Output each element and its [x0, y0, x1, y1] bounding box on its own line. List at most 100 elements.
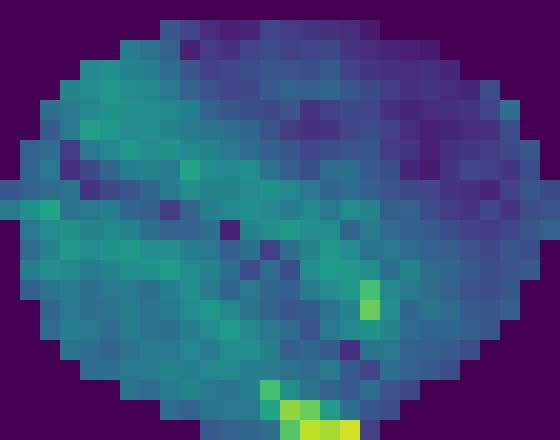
heatmap-cell-1-12: [240, 20, 261, 41]
heatmap-cell-1-25: [500, 20, 521, 41]
heatmap-cell-12-16: [320, 240, 341, 261]
heatmap-cell-14-25: [500, 280, 521, 301]
heatmap-cell-15-14: [280, 300, 301, 321]
heatmap-cell-11-2: [40, 220, 61, 241]
heatmap-cell-20-13: [260, 400, 281, 421]
heatmap-cell-14-5: [100, 280, 121, 301]
heatmap-cell-19-1: [20, 380, 41, 401]
heatmap-cell-10-27: [540, 200, 560, 221]
heatmap-cell-8-19: [380, 160, 401, 181]
heatmap-cell-15-22: [440, 300, 461, 321]
heatmap-cell-9-6: [120, 180, 141, 201]
heatmap-cell-1-22: [440, 20, 461, 41]
heatmap-cell-19-16: [320, 380, 341, 401]
heatmap-cell-12-2: [40, 240, 61, 261]
heatmap-cell-3-26: [520, 60, 541, 81]
heatmap-cell-6-7: [140, 120, 161, 141]
heatmap-cell-6-6: [120, 120, 141, 141]
heatmap-cell-1-9: [180, 20, 201, 41]
heatmap-cell-20-25: [500, 400, 521, 421]
heatmap-cell-3-21: [420, 60, 441, 81]
heatmap-cell-5-4: [80, 100, 101, 121]
heatmap-cell-7-11: [220, 140, 241, 161]
heatmap-cell-13-8: [160, 260, 181, 281]
heatmap-cell-17-19: [380, 340, 401, 361]
heatmap-cell-18-27: [540, 360, 560, 381]
heatmap-cell-16-12: [240, 320, 261, 341]
heatmap-cell-13-10: [200, 260, 221, 281]
heatmap-cell-15-16: [320, 300, 341, 321]
heatmap-cell-11-24: [480, 220, 501, 241]
heatmap-cell-5-23: [460, 100, 481, 121]
heatmap-cell-12-24: [480, 240, 501, 261]
heatmap-cell-13-11: [220, 260, 241, 281]
heatmap-cell-14-8: [160, 280, 181, 301]
heatmap-cell-16-6: [120, 320, 141, 341]
heatmap-cell-15-24: [480, 300, 501, 321]
heatmap-cell-3-11: [220, 60, 241, 81]
heatmap-cell-8-26: [520, 160, 541, 181]
heatmap-cell-6-15: [300, 120, 321, 141]
heatmap-cell-2-18: [360, 40, 381, 61]
heatmap-cell-19-24: [480, 380, 501, 401]
heatmap-cell-15-23: [460, 300, 481, 321]
heatmap-cell-10-2: [40, 200, 61, 221]
heatmap-cell-21-3: [60, 420, 81, 440]
heatmap-cell-12-18: [360, 240, 381, 261]
heatmap-cell-5-10: [200, 100, 221, 121]
heatmap-cell-1-26: [520, 20, 541, 41]
heatmap-cell-12-23: [460, 240, 481, 261]
heatmap-cell-19-11: [220, 380, 241, 401]
heatmap-cell-6-9: [180, 120, 201, 141]
heatmap-cell-8-27: [540, 160, 560, 181]
heatmap-cell-9-22: [440, 180, 461, 201]
heatmap-cell-16-15: [300, 320, 321, 341]
heatmap-cell-20-3: [60, 400, 81, 421]
heatmap-cell-16-25: [500, 320, 521, 341]
heatmap-cell-1-14: [280, 20, 301, 41]
heatmap-cell-7-3: [60, 140, 81, 161]
heatmap-cell-20-11: [220, 400, 241, 421]
heatmap-cell-1-1: [20, 20, 41, 41]
heatmap-cell-11-3: [60, 220, 81, 241]
heatmap-cell-6-23: [460, 120, 481, 141]
heatmap-cell-8-6: [120, 160, 141, 181]
heatmap-cell-14-21: [420, 280, 441, 301]
heatmap-cell-10-9: [180, 200, 201, 221]
heatmap-cell-0-16: [320, 0, 341, 21]
heatmap-cell-20-18: [360, 400, 381, 421]
heatmap-cell-8-8: [160, 160, 181, 181]
heatmap-cell-7-22: [440, 140, 461, 161]
heatmap-cell-1-23: [460, 20, 481, 41]
heatmap-cell-3-24: [480, 60, 501, 81]
heatmap-cell-17-22: [440, 340, 461, 361]
heatmap-cell-20-15: [300, 400, 321, 421]
heatmap-cell-11-26: [520, 220, 541, 241]
heatmap-cell-2-21: [420, 40, 441, 61]
heatmap-cell-15-18: [360, 300, 381, 321]
heatmap-cell-2-12: [240, 40, 261, 61]
heatmap-cell-17-23: [460, 340, 481, 361]
heatmap-cell-7-4: [80, 140, 101, 161]
heatmap-cell-6-24: [480, 120, 501, 141]
heatmap-cell-4-0: [0, 80, 21, 101]
heatmap-cell-5-26: [520, 100, 541, 121]
heatmap-cell-7-24: [480, 140, 501, 161]
heatmap-cell-5-24: [480, 100, 501, 121]
heatmap-cell-2-3: [60, 40, 81, 61]
heatmap-cell-15-17: [340, 300, 361, 321]
heatmap-cell-16-9: [180, 320, 201, 341]
heatmap-cell-20-8: [160, 400, 181, 421]
heatmap-cell-15-0: [0, 300, 21, 321]
heatmap-cell-8-14: [280, 160, 301, 181]
heatmap-cell-4-24: [480, 80, 501, 101]
heatmap-cell-5-9: [180, 100, 201, 121]
heatmap-cell-6-25: [500, 120, 521, 141]
heatmap-cell-16-10: [200, 320, 221, 341]
heatmap-cell-16-4: [80, 320, 101, 341]
heatmap-cell-8-17: [340, 160, 361, 181]
heatmap-cell-19-14: [280, 380, 301, 401]
heatmap-cell-19-3: [60, 380, 81, 401]
heatmap-cell-2-24: [480, 40, 501, 61]
heatmap-cell-3-3: [60, 60, 81, 81]
